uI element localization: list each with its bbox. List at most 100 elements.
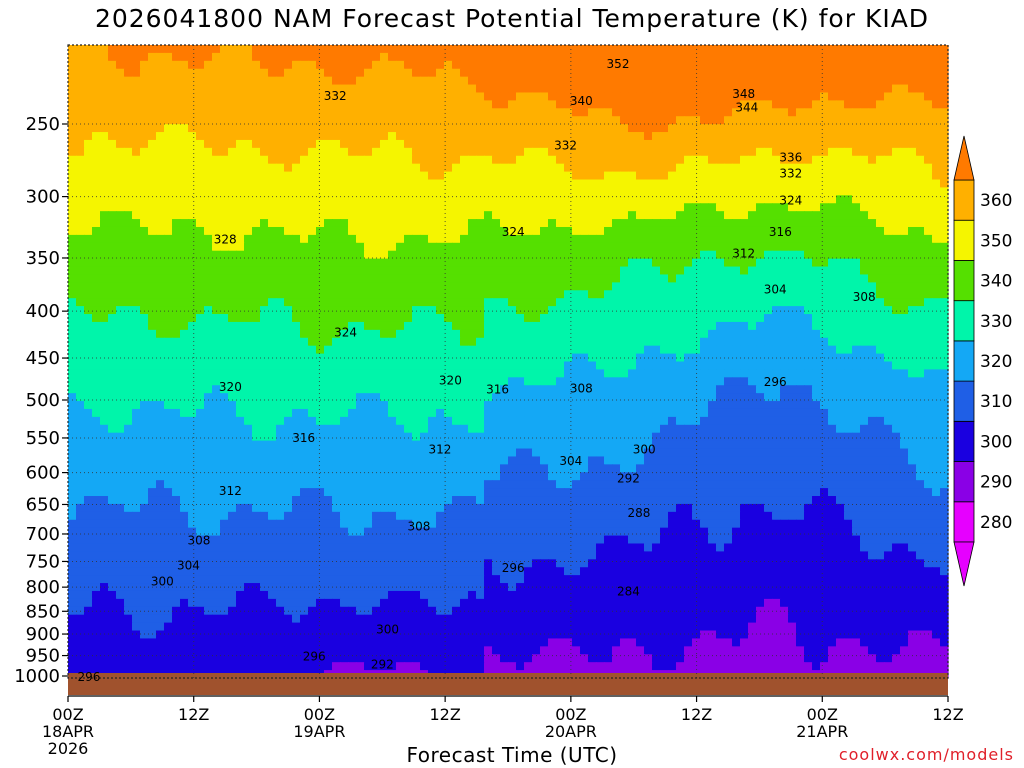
field-cell xyxy=(604,329,613,339)
field-cell xyxy=(892,258,901,268)
field-cell xyxy=(620,242,629,252)
field-cell xyxy=(804,179,813,189)
field-cell xyxy=(580,290,589,299)
field-cell xyxy=(332,314,341,323)
field-cell xyxy=(860,377,869,386)
field-cell xyxy=(316,52,325,62)
field-cell xyxy=(260,306,269,315)
field-cell xyxy=(852,337,861,347)
field-cell xyxy=(500,171,509,181)
field-cell xyxy=(436,84,445,94)
field-cell xyxy=(908,116,917,125)
field-cell xyxy=(644,242,653,252)
field-cell xyxy=(348,76,357,86)
field-cell xyxy=(868,155,877,165)
field-cell xyxy=(684,385,693,394)
field-cell xyxy=(396,361,405,371)
field-cell xyxy=(356,108,365,117)
field-cell xyxy=(604,139,613,149)
field-cell xyxy=(428,147,437,157)
field-cell xyxy=(116,147,125,157)
field-cell xyxy=(548,108,557,117)
field-cell xyxy=(572,52,581,62)
field-cell xyxy=(604,226,613,236)
field-cell xyxy=(140,393,149,402)
field-cell xyxy=(300,203,309,212)
field-cell xyxy=(924,211,933,220)
field-cell xyxy=(596,84,605,94)
field-cell xyxy=(652,211,661,220)
field-cell xyxy=(548,290,557,299)
field-cell xyxy=(364,314,373,323)
field-cell xyxy=(484,250,493,260)
field-cell xyxy=(604,290,613,299)
field-cell xyxy=(572,385,581,394)
field-cell xyxy=(708,195,717,204)
field-cell xyxy=(92,242,101,252)
field-cell xyxy=(452,116,461,125)
field-cell xyxy=(876,250,885,260)
field-cell xyxy=(324,68,333,78)
field-cell xyxy=(588,274,597,283)
field-cell xyxy=(356,203,365,212)
field-cell xyxy=(940,60,949,70)
field-cell xyxy=(740,147,749,157)
field-cell xyxy=(748,282,757,291)
field-cell xyxy=(452,76,461,86)
field-cell xyxy=(804,385,813,394)
field-cell xyxy=(532,108,541,117)
field-cell xyxy=(860,187,869,196)
field-cell xyxy=(660,116,669,125)
field-cell xyxy=(516,116,525,125)
field-cell xyxy=(508,147,517,157)
field-cell xyxy=(228,290,237,299)
field-cell xyxy=(540,234,549,244)
field-cell xyxy=(820,211,829,220)
field-cell xyxy=(612,195,621,204)
field-cell xyxy=(772,266,781,276)
field-cell xyxy=(172,116,181,125)
field-cell xyxy=(916,147,925,157)
field-cell xyxy=(68,68,77,78)
field-cell xyxy=(388,147,397,157)
field-cell xyxy=(652,147,661,157)
field-cell xyxy=(604,100,613,109)
field-cell xyxy=(468,266,477,276)
field-cell xyxy=(116,226,125,236)
field-cell xyxy=(724,108,733,117)
field-cell xyxy=(396,314,405,323)
field-cell xyxy=(236,68,245,78)
field-cell xyxy=(404,179,413,189)
field-cell xyxy=(852,329,861,339)
field-cell xyxy=(260,314,269,323)
field-cell xyxy=(796,100,805,109)
field-cell xyxy=(908,385,917,394)
field-cell xyxy=(348,234,357,244)
field-cell xyxy=(636,92,645,101)
field-cell xyxy=(644,155,653,165)
field-cell xyxy=(540,274,549,283)
field-cell xyxy=(332,234,341,244)
field-cell xyxy=(100,76,109,86)
field-cell xyxy=(188,401,197,410)
field-cell xyxy=(332,274,341,283)
field-cell xyxy=(860,108,869,117)
field-cell xyxy=(580,163,589,173)
field-cell xyxy=(284,345,293,355)
field-cell xyxy=(348,139,357,149)
field-cell xyxy=(308,45,317,54)
field-cell xyxy=(684,306,693,315)
field-cell xyxy=(852,68,861,78)
field-cell xyxy=(124,377,133,386)
field-cell xyxy=(404,124,413,133)
field-cell xyxy=(836,274,845,283)
field-cell xyxy=(596,139,605,149)
field-cell xyxy=(852,92,861,101)
field-cell xyxy=(388,92,397,101)
field-cell xyxy=(364,329,373,339)
field-cell xyxy=(356,116,365,125)
field-cell xyxy=(364,92,373,101)
field-cell xyxy=(412,274,421,283)
field-cell xyxy=(828,147,837,157)
field-cell xyxy=(628,92,637,101)
